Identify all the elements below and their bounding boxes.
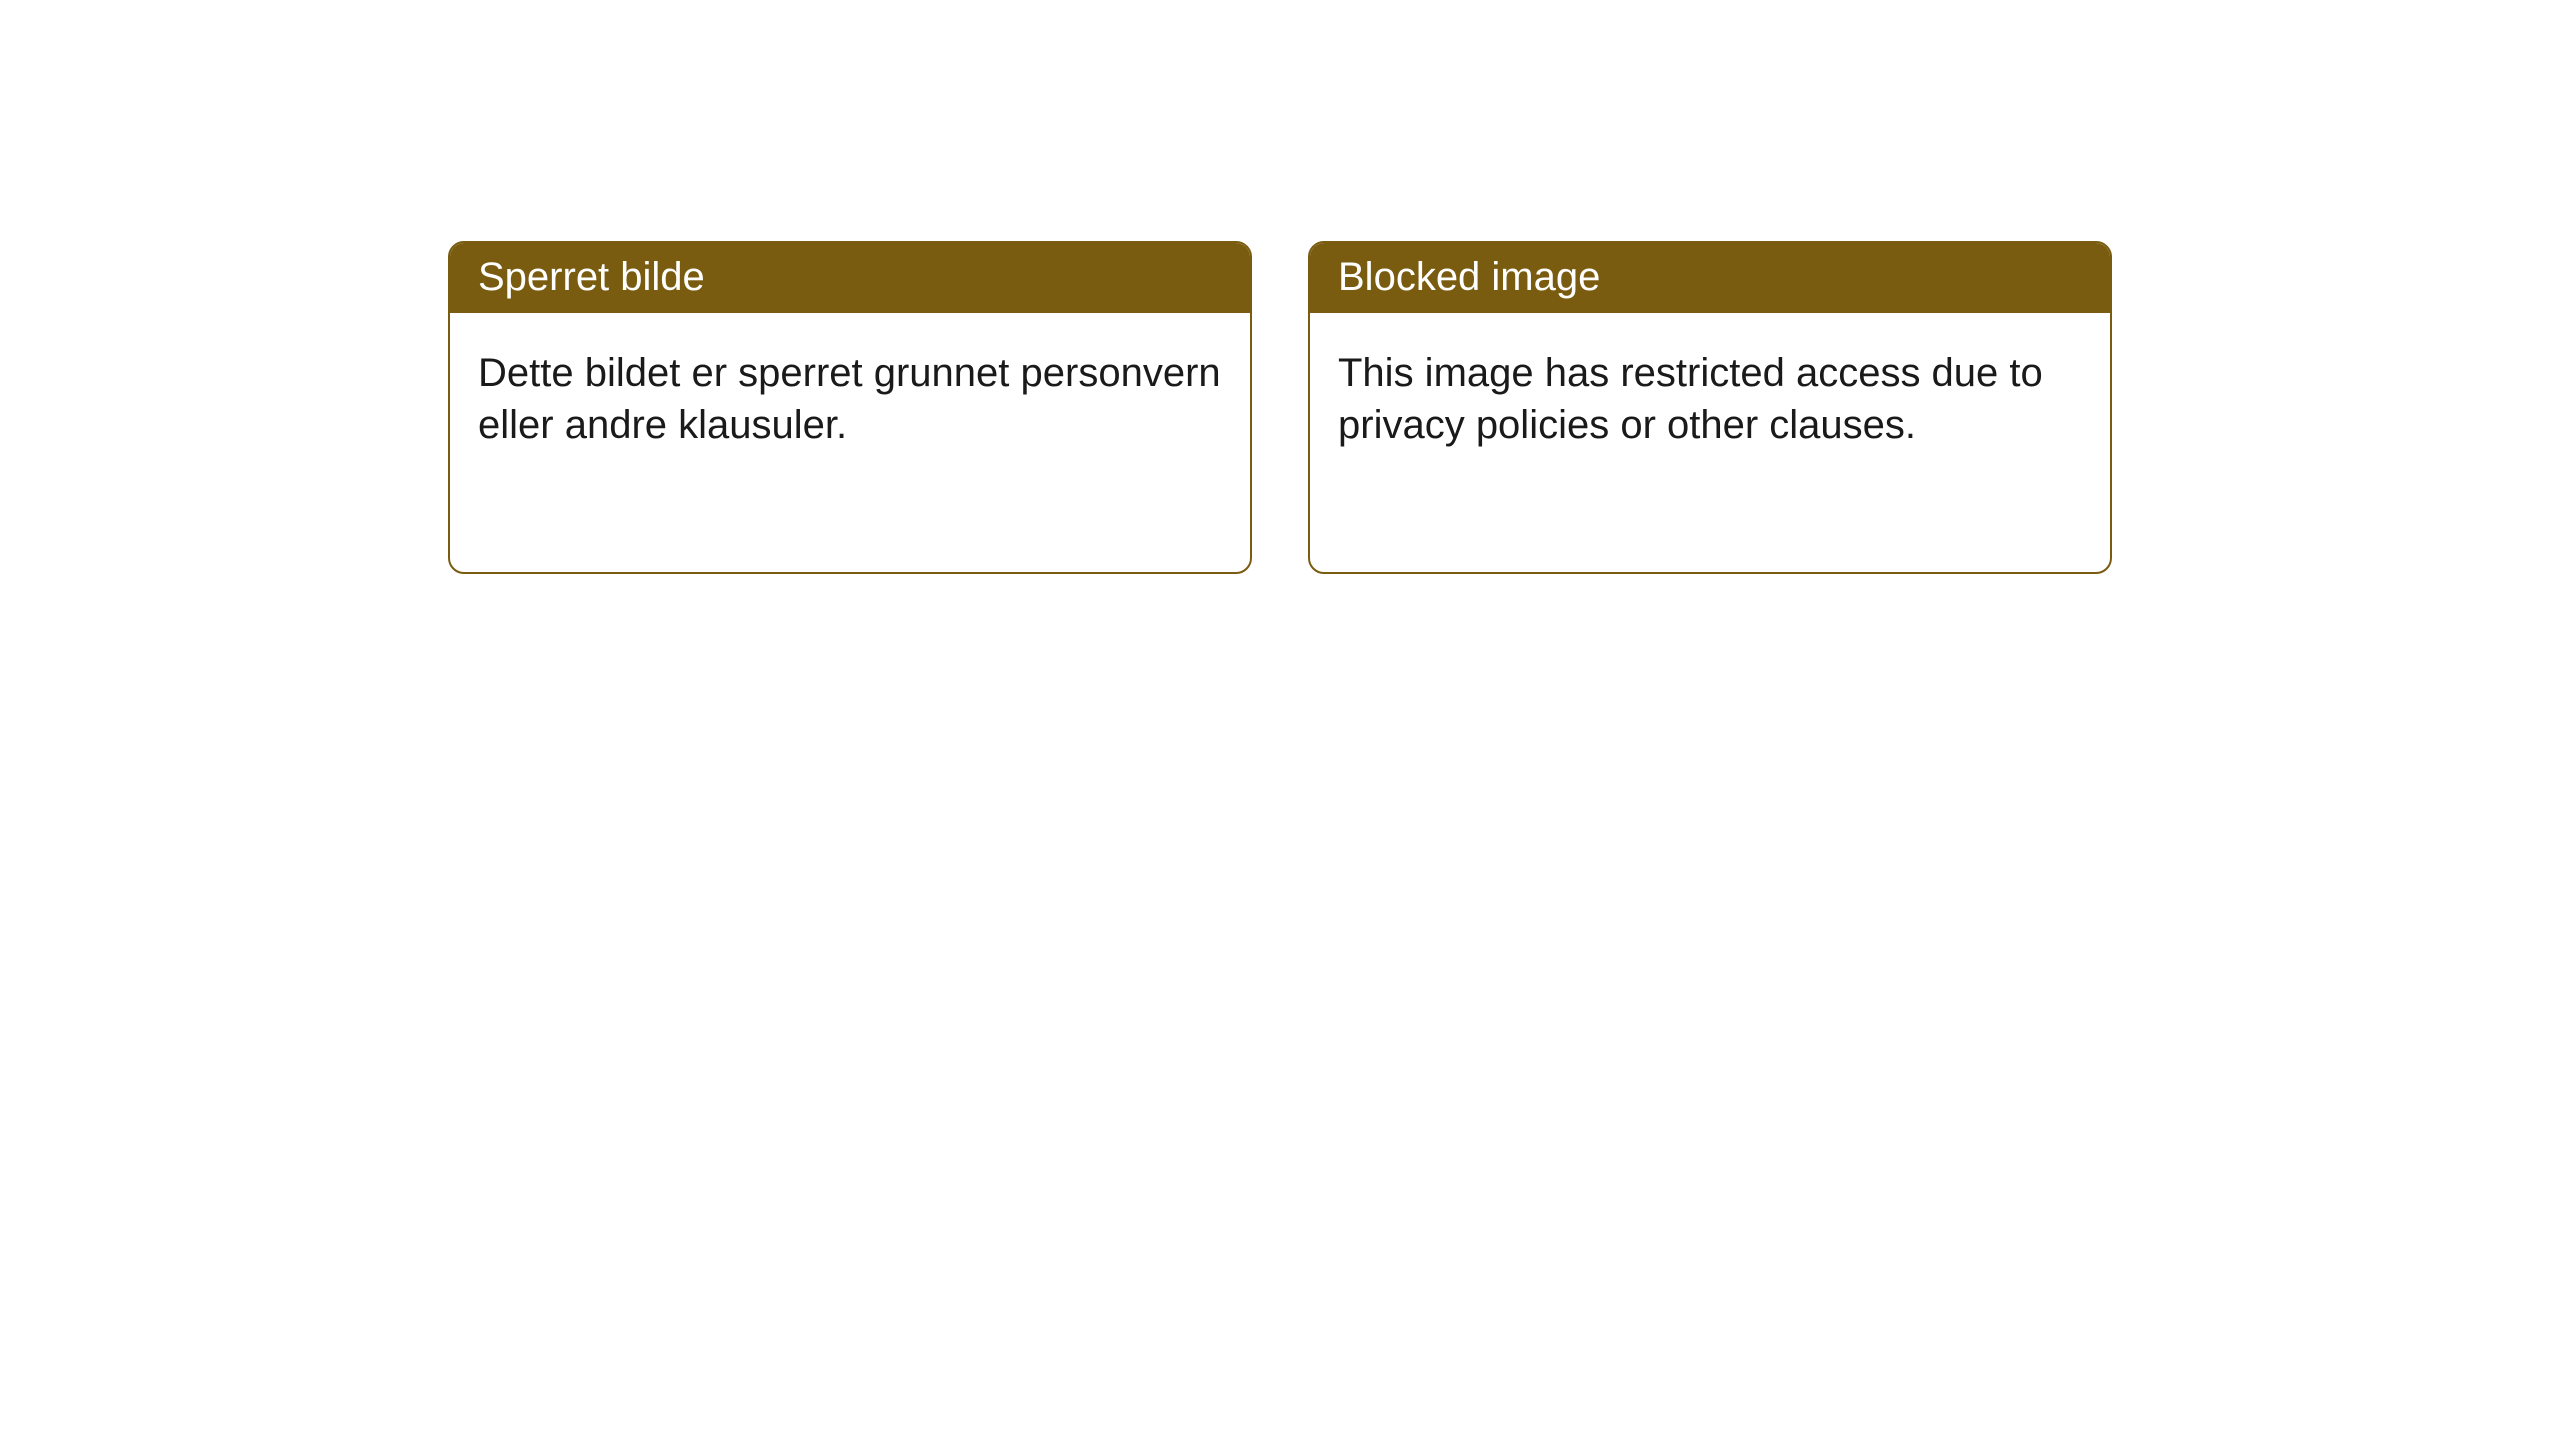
notice-container: Sperret bilde Dette bildet er sperret gr… xyxy=(0,0,2560,574)
card-header: Blocked image xyxy=(1310,243,2110,313)
card-body-text: Dette bildet er sperret grunnet personve… xyxy=(478,351,1221,447)
notice-card-english: Blocked image This image has restricted … xyxy=(1308,241,2112,574)
card-header: Sperret bilde xyxy=(450,243,1250,313)
card-title: Blocked image xyxy=(1338,255,1600,299)
card-title: Sperret bilde xyxy=(478,255,705,299)
notice-card-norwegian: Sperret bilde Dette bildet er sperret gr… xyxy=(448,241,1252,574)
card-body: This image has restricted access due to … xyxy=(1310,313,2110,479)
card-body-text: This image has restricted access due to … xyxy=(1338,351,2043,447)
card-body: Dette bildet er sperret grunnet personve… xyxy=(450,313,1250,479)
